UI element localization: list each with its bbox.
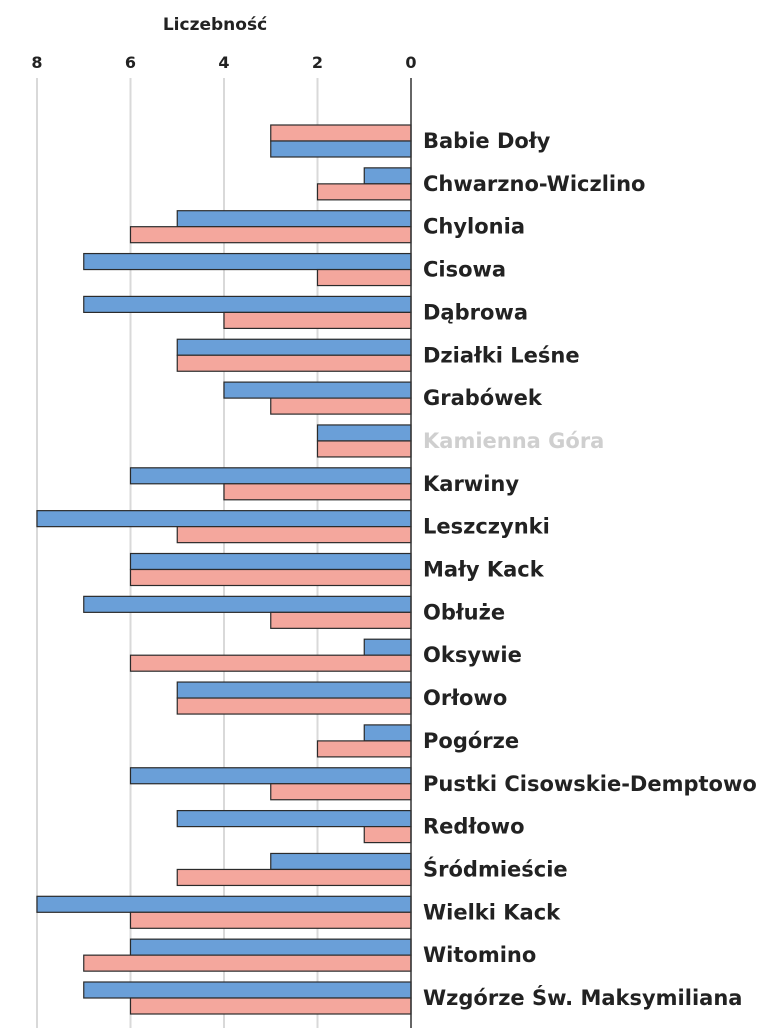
bar-pink-5 (176, 354, 412, 372)
bar-pink-15 (270, 783, 412, 801)
category-label-13: Orłowo (423, 686, 507, 710)
bar-pink-7 (316, 440, 412, 458)
bar-blue-20 (83, 981, 412, 999)
bar-blue-15 (129, 767, 412, 785)
bar-pink-19 (83, 954, 412, 972)
bar-pink-2 (129, 226, 412, 244)
bar-blue-16 (176, 809, 412, 828)
bar-blue-0 (270, 140, 412, 158)
category-label-6: Grabówek (423, 386, 543, 410)
category-label-11: Obłuże (423, 600, 505, 624)
category-label-10: Mały Kack (423, 558, 545, 582)
x-axis-ticks: 8 6 4 2 0 (31, 53, 416, 72)
category-label-5: Działki Leśne (423, 343, 580, 367)
bar-blue-19 (129, 938, 412, 956)
bar-blue-1 (363, 167, 412, 185)
bar-blue-7 (316, 424, 412, 442)
category-label-8: Karwiny (423, 472, 519, 496)
bar-blue-12 (363, 638, 412, 656)
bar-pink-18 (129, 911, 412, 929)
bar-pink-16 (363, 825, 412, 844)
category-label-12: Oksywie (423, 643, 522, 667)
category-label-19: Witomino (423, 943, 536, 967)
category-label-7: Kamienna Góra (423, 429, 604, 453)
category-label-17: Śródmieście (423, 856, 568, 881)
bar-blue-14 (363, 724, 412, 742)
bar-pink-13 (176, 697, 412, 715)
bar-pink-4 (223, 311, 412, 329)
category-label-4: Dąbrowa (423, 300, 528, 324)
bar-pink-10 (129, 568, 412, 587)
bars (36, 124, 412, 1015)
bar-blue-3 (83, 252, 412, 271)
bar-pink-11 (270, 611, 412, 629)
category-label-15: Pustki Cisowskie-Demptowo (423, 772, 757, 796)
x-tick-label-2: 2 (312, 53, 323, 72)
bar-pink-17 (176, 868, 412, 887)
category-label-0: Babie Doły (423, 129, 551, 153)
bar-pink-12 (129, 654, 412, 672)
category-label-18: Wielki Kack (423, 900, 561, 924)
bar-pink-6 (270, 397, 412, 415)
bar-blue-10 (129, 552, 412, 571)
x-tick-label-8: 8 (31, 53, 42, 72)
bar-blue-5 (176, 338, 412, 356)
bar-blue-2 (176, 210, 412, 228)
bar-blue-9 (36, 510, 412, 528)
bar-pink-1 (316, 183, 412, 201)
bar-pink-20 (129, 997, 412, 1015)
bar-blue-18 (36, 895, 412, 913)
bar-blue-17 (270, 852, 412, 871)
bar-blue-11 (83, 595, 412, 613)
category-label-1: Chwarzno-Wiczlino (423, 172, 645, 196)
category-label-20: Wzgórze Św. Maksymiliana (423, 985, 742, 1010)
category-label-16: Redłowo (423, 815, 525, 839)
bar-blue-8 (129, 467, 412, 485)
category-labels: Babie Doły Chwarzno-Wiczlino Chylonia Cisow… (423, 129, 757, 1010)
x-tick-label-0: 0 (405, 53, 416, 72)
bar-pink-0 (270, 124, 412, 142)
category-label-14: Pogórze (423, 729, 519, 753)
x-axis-title: Liczebność (163, 15, 267, 35)
bar-blue-4 (83, 295, 412, 313)
bar-pink-3 (316, 268, 412, 287)
x-tick-label-4: 4 (218, 53, 229, 72)
bar-pink-8 (223, 483, 412, 501)
bar-pink-14 (316, 740, 412, 758)
bar-blue-13 (176, 681, 412, 699)
category-label-9: Leszczynki (423, 515, 550, 539)
x-tick-label-6: 6 (125, 53, 136, 72)
category-label-2: Chylonia (423, 215, 525, 239)
bar-blue-6 (223, 381, 412, 399)
category-label-3: Cisowa (423, 258, 506, 282)
bar-pink-9 (176, 526, 412, 544)
